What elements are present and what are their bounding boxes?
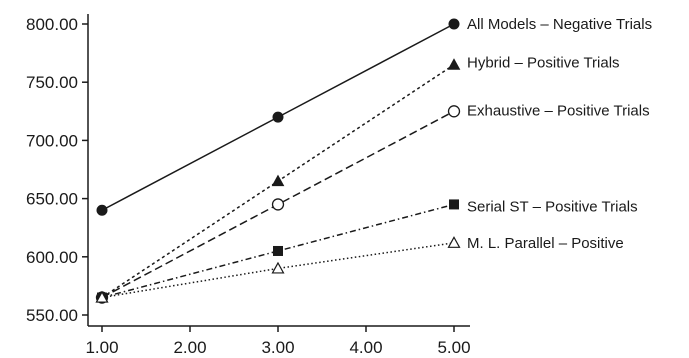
- series-4: [97, 199, 459, 303]
- x-tick-label: 3.00: [261, 338, 294, 357]
- data-point: [271, 261, 285, 274]
- y-tick-label: 700.00: [26, 131, 78, 150]
- y-tick-label: 600.00: [26, 248, 78, 267]
- data-point: [271, 198, 285, 211]
- data-point: [95, 290, 109, 303]
- data-point: [273, 245, 283, 256]
- x-tick-label: 5.00: [437, 338, 470, 357]
- data-point: [271, 174, 285, 187]
- data-point: [447, 58, 461, 70]
- series-labels: All Models – Negative Trials Hybrid – Pos…: [467, 16, 652, 252]
- axes: 550.00 600.00 650.00 700.00 750.00 800.00 1.00…: [26, 14, 471, 357]
- series-label: Hybrid – Positive Trials: [467, 55, 620, 72]
- series-5: [95, 236, 461, 303]
- series-label: Exhaustive – Positive Trials: [467, 102, 650, 119]
- data-point: [448, 18, 460, 30]
- y-tick-label: 650.00: [26, 190, 78, 209]
- series-label: M. L. Parallel – Positive: [467, 235, 624, 252]
- y-tick-label: 550.00: [26, 306, 78, 325]
- x-tick-label: 2.00: [173, 338, 206, 357]
- series-label: Serial ST – Positive Trials: [467, 198, 638, 215]
- data-point: [272, 111, 284, 123]
- data-point: [96, 204, 108, 216]
- series-layer: [95, 18, 461, 304]
- data-point: [447, 236, 461, 248]
- data-point: [447, 105, 461, 118]
- series-line: [101, 242, 455, 299]
- series-label: All Models – Negative Trials: [467, 16, 652, 33]
- y-tick-label: 800.00: [26, 15, 78, 34]
- x-tick-label: 1.00: [85, 338, 118, 357]
- series-1: [96, 18, 460, 216]
- y-tick-label: 750.00: [26, 73, 78, 92]
- data-point: [449, 199, 459, 210]
- x-tick-label: 4.00: [349, 338, 382, 357]
